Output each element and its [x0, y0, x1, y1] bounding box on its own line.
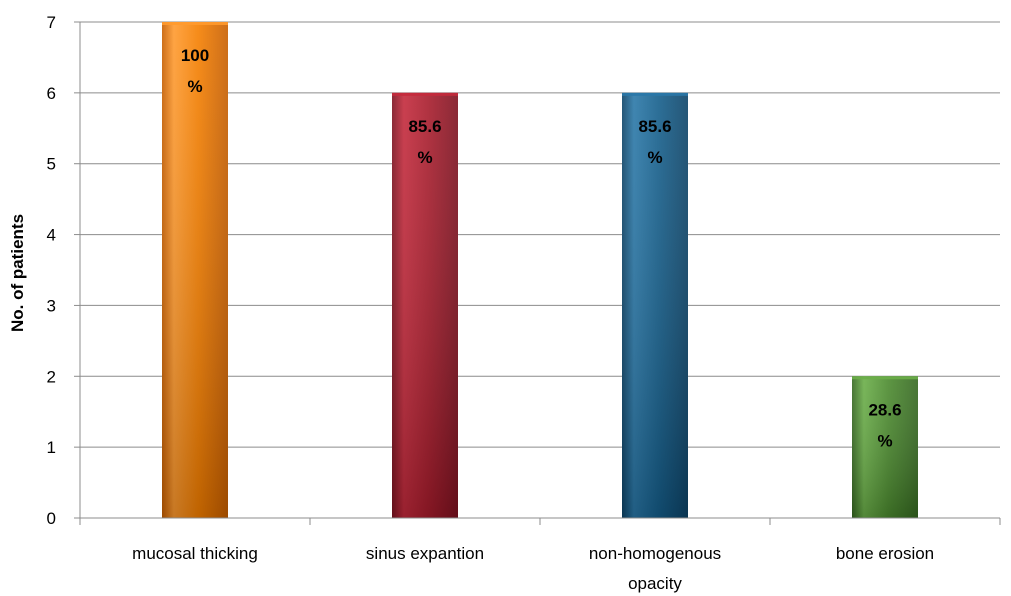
data-label: 28.6	[868, 400, 901, 419]
data-labels: 100% 85.6% 85.6% 28.6%	[181, 46, 902, 450]
data-label: %	[187, 77, 202, 96]
bar-shading	[392, 92, 458, 518]
y-tick-label: 3	[47, 296, 56, 315]
bar-shading	[162, 22, 228, 518]
y-axis-title: No. of patients	[8, 214, 27, 332]
axes	[74, 21, 1001, 525]
data-label: 85.6	[408, 117, 441, 136]
bar-shading	[852, 376, 918, 518]
y-tick-label: 2	[47, 367, 56, 386]
x-category-label: opacity	[628, 574, 682, 593]
x-category-label: mucosal thicking	[132, 544, 258, 563]
y-tick-label: 7	[47, 13, 56, 32]
data-label: 85.6	[638, 117, 671, 136]
bar-top-highlight	[392, 92, 458, 96]
data-label: 100	[181, 46, 209, 65]
bars	[162, 22, 918, 518]
y-tick-label: 5	[47, 155, 56, 174]
y-tick-label: 1	[47, 438, 56, 457]
bar-top-highlight	[622, 92, 688, 96]
x-category-label: bone erosion	[836, 544, 934, 563]
x-category-label: sinus expantion	[366, 544, 484, 563]
gridlines	[80, 21, 1000, 448]
data-label: %	[647, 148, 662, 167]
bar-top-highlight	[162, 22, 228, 25]
y-tick-labels: 0 1 2 3 4 5 6 7	[47, 13, 56, 528]
x-category-labels: mucosal thicking sinus expantion non-homog…	[132, 544, 934, 593]
y-tick-label: 6	[47, 84, 56, 103]
y-tick-label: 4	[47, 226, 56, 245]
data-label: %	[877, 431, 892, 450]
bar-top-highlight	[852, 376, 918, 380]
bar-shading	[622, 92, 688, 518]
x-category-label: non-homogenous	[589, 544, 721, 563]
data-label: %	[417, 148, 432, 167]
y-tick-label: 0	[47, 509, 56, 528]
